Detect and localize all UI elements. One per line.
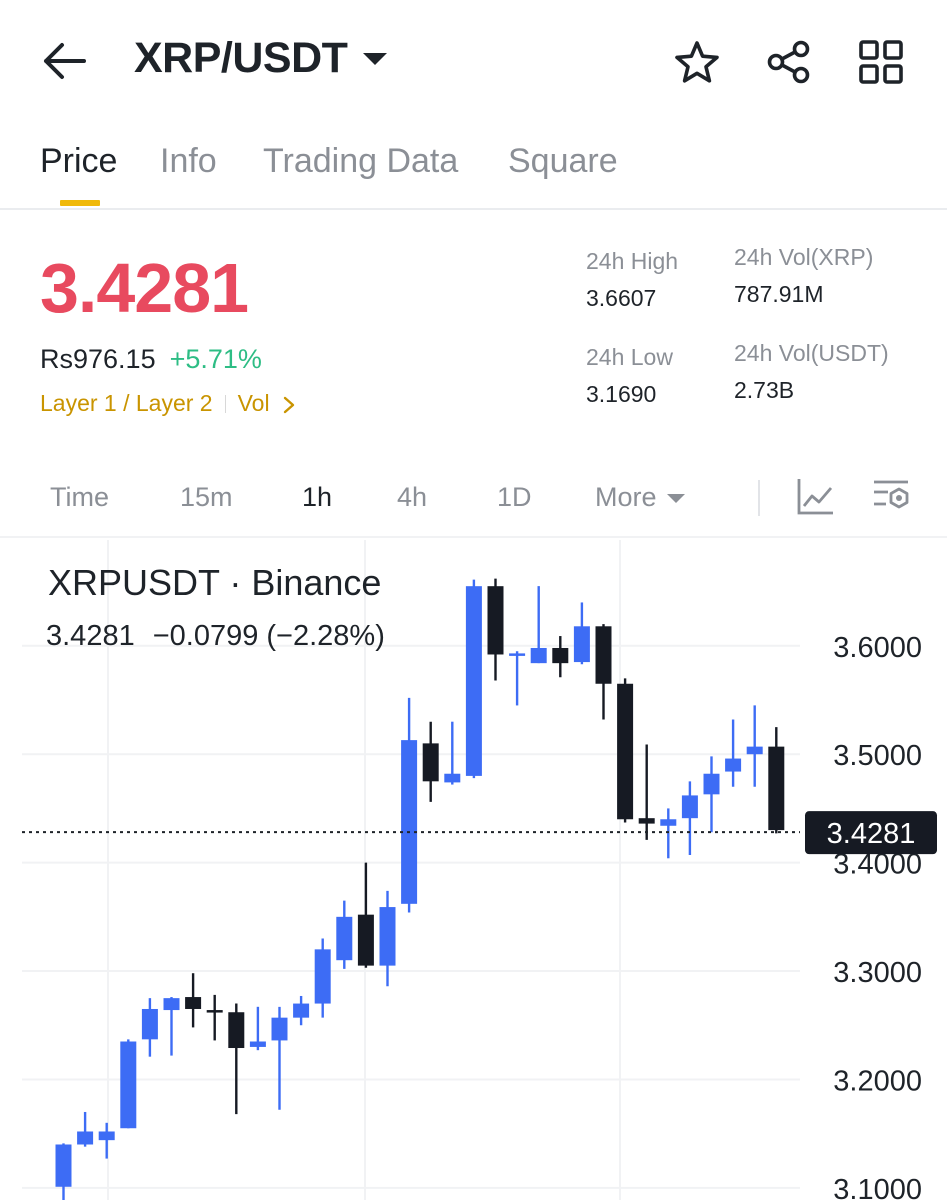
stat-24h-vol-quote: 24h Vol(USDT) 2.73B: [734, 340, 889, 404]
tab-trading-data[interactable]: Trading Data: [263, 142, 459, 180]
candle-up: [703, 773, 720, 795]
y-tick-label: 3.5000: [833, 740, 922, 772]
candle-up: [336, 916, 353, 961]
stat-label: 24h High: [586, 248, 679, 274]
header: XRP/USDT: [0, 0, 947, 120]
tag-row: Layer 1 / Layer 2 Vol: [40, 390, 296, 417]
back-arrow-icon[interactable]: [40, 38, 90, 84]
y-tick-label: 3.6000: [833, 632, 922, 664]
candle-up: [293, 1003, 310, 1018]
candle-up: [120, 1041, 137, 1129]
candle-up: [465, 586, 482, 776]
y-tick-label: 3.2000: [833, 1065, 922, 1097]
stat-value: 3.6607: [586, 285, 657, 311]
stat-label: 24h Vol(XRP): [734, 244, 874, 270]
candle-down: [206, 1010, 223, 1013]
chart-quote: 3.4281 −0.0799 (−2.28%): [46, 620, 385, 653]
candle-up: [401, 740, 418, 904]
candle-up: [530, 647, 547, 664]
candle-up: [746, 746, 763, 755]
stat-label: 24h Low: [586, 344, 673, 370]
tab-square[interactable]: Square: [508, 142, 618, 180]
tag-divider: [224, 394, 226, 413]
candle-down: [422, 743, 439, 782]
stat-value: 787.91M: [734, 281, 824, 307]
interval-1d[interactable]: 1D: [497, 482, 532, 512]
candle-up: [725, 758, 742, 772]
candle-up: [509, 653, 526, 656]
stat-24h-vol-base: 24h Vol(XRP) 787.91M: [734, 244, 873, 308]
price-subline: Rs976.15 +5.71%: [40, 344, 262, 375]
y-tick-label: 3.1000: [833, 1174, 922, 1200]
candle-down: [228, 1012, 245, 1049]
chart-settings-icon[interactable]: [872, 476, 912, 516]
candle-down: [185, 997, 202, 1009]
tab-info[interactable]: Info: [160, 142, 217, 180]
tab-bar: Price Info Trading Data Square: [0, 130, 947, 210]
interval-more[interactable]: More: [595, 482, 685, 513]
candle-down: [357, 914, 374, 966]
active-tab-indicator: [60, 200, 100, 206]
star-icon[interactable]: [672, 38, 722, 86]
share-icon[interactable]: [764, 38, 814, 86]
stat-label: 24h Vol(USDT): [734, 340, 889, 366]
last-price: 3.4281: [40, 249, 249, 327]
chart-change: −0.0799 (−2.28%): [152, 620, 385, 652]
candle-up: [681, 795, 698, 819]
candle-up: [249, 1041, 266, 1047]
candle-down: [617, 683, 634, 820]
pair-title: XRP/USDT: [134, 34, 348, 82]
vol-label: Vol: [237, 390, 270, 416]
chevron-right-icon: [283, 396, 295, 414]
indicator-chart-icon[interactable]: [796, 476, 836, 516]
grid-icon[interactable]: [856, 38, 906, 86]
interval-4h[interactable]: 4h: [397, 482, 428, 512]
candle-up: [660, 819, 677, 826]
candle-up: [55, 1144, 72, 1187]
chart-canvas[interactable]: 3.60003.50003.40003.30003.20003.10003.42…: [0, 540, 947, 1200]
y-tick-label: 3.3000: [833, 957, 922, 989]
interval-15m[interactable]: 15m: [180, 482, 233, 512]
interval-1h[interactable]: 1h: [302, 482, 333, 512]
toolbar-divider: [758, 480, 760, 516]
candle-down: [595, 626, 612, 684]
candle-up: [77, 1131, 94, 1145]
last-price-label: 3.4281: [827, 818, 916, 850]
stat-value: 3.1690: [586, 381, 657, 407]
chart-last-price: 3.4281: [46, 620, 135, 652]
more-label: More: [595, 482, 657, 512]
candle-down: [552, 647, 569, 664]
last-price-badge: [805, 811, 937, 855]
candle-up: [271, 1017, 288, 1041]
candle-up: [98, 1131, 115, 1141]
candlestick-chart[interactable]: 3.6000 3.5000 3.4000 3.3000 3.2000 3.1000 3.42…: [0, 540, 947, 1200]
chevron-down-icon: [666, 494, 685, 504]
interval-time[interactable]: Time: [50, 482, 109, 512]
candle-down: [768, 746, 785, 831]
candle-down: [638, 818, 655, 824]
interval-bar: Time 15m 1h 4h 1D More: [0, 468, 947, 538]
tab-price[interactable]: Price: [40, 142, 118, 180]
candle-up: [573, 626, 590, 663]
stat-value: 2.73B: [734, 377, 795, 403]
candle-up: [163, 998, 180, 1011]
candle-up: [444, 773, 461, 783]
candle-down: [487, 586, 504, 655]
vol-link[interactable]: Vol: [238, 390, 296, 417]
chevron-down-icon: [363, 52, 388, 65]
candle-up: [379, 907, 396, 966]
candle-up: [141, 1008, 158, 1040]
pair-selector[interactable]: XRP/USDT: [134, 34, 388, 83]
category-tag[interactable]: Layer 1 / Layer 2: [40, 390, 213, 416]
candle-up: [314, 949, 331, 1004]
fiat-price: Rs976.15: [40, 344, 156, 374]
stat-24h-low: 24h Low 3.1690: [586, 344, 673, 408]
chart-title: XRPUSDT · Binance: [48, 562, 382, 603]
change-percent: +5.71%: [169, 344, 262, 374]
stat-24h-high: 24h High 3.6607: [586, 248, 678, 312]
